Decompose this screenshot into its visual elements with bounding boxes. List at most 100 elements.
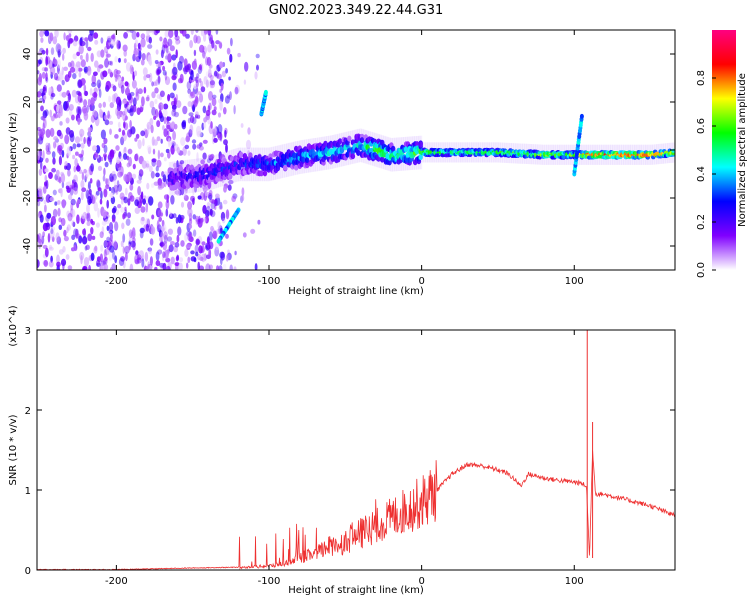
ridge-halo — [386, 136, 390, 171]
noise-cell — [175, 39, 180, 46]
noise-cell — [193, 34, 198, 44]
noise-cell — [114, 73, 118, 83]
noise-cell — [50, 255, 53, 263]
ridge-cell — [301, 156, 306, 163]
noise-cell — [214, 70, 218, 77]
noise-cell — [167, 94, 171, 102]
noise-cell — [129, 183, 134, 191]
noise-cell — [135, 91, 140, 101]
noise-cell — [41, 71, 46, 79]
noise-cell — [129, 64, 134, 75]
noise-cell — [152, 148, 156, 155]
noise-cell — [135, 133, 140, 139]
noise-cell — [128, 229, 133, 239]
ridge-cell — [292, 152, 297, 159]
noise-cell — [163, 194, 170, 200]
noise-cell — [67, 169, 71, 177]
noise-cell — [202, 105, 207, 114]
noise-cell — [222, 217, 226, 224]
noise-cell — [175, 49, 178, 59]
noise-cell — [99, 198, 103, 205]
noise-cell — [145, 163, 150, 168]
noise-cell — [46, 150, 52, 155]
noise-cell — [109, 267, 113, 270]
transient-cell — [263, 89, 268, 95]
ridge-halo — [397, 137, 401, 171]
noise-cell — [223, 107, 227, 115]
noise-cell — [159, 90, 165, 98]
transient-cell — [579, 113, 584, 119]
noise-cell — [56, 84, 62, 92]
noise-cell — [206, 205, 211, 216]
noise-cell — [187, 256, 191, 263]
noise-cell — [83, 99, 88, 107]
noise-cell — [167, 53, 172, 63]
noise-cell — [211, 40, 215, 49]
noise-cell — [168, 213, 174, 220]
noise-cell — [108, 186, 112, 192]
noise-cell — [208, 264, 213, 270]
noise-cell — [211, 97, 217, 107]
noise-cell — [190, 250, 195, 255]
noise-cell — [80, 191, 84, 201]
noise-cell — [188, 112, 194, 117]
noise-cell — [64, 161, 68, 167]
noise-cell — [109, 245, 115, 253]
noise-cell — [220, 211, 226, 222]
noise-cell — [98, 82, 101, 92]
noise-cell — [114, 255, 118, 264]
noise-cell — [68, 194, 73, 201]
noise-cell — [51, 236, 55, 243]
noise-cell — [167, 228, 173, 235]
noise-cell — [44, 204, 47, 213]
noise-cell — [176, 146, 180, 154]
noise-cell — [129, 263, 134, 270]
noise-cell — [208, 194, 213, 200]
noise-cell — [100, 190, 103, 200]
noise-cell — [255, 53, 260, 59]
x-tick-label: -200 — [105, 276, 128, 287]
noise-cell — [190, 70, 194, 81]
noise-cell — [209, 208, 213, 216]
noise-cell — [172, 130, 177, 141]
noise-cell — [153, 181, 159, 186]
noise-cell — [147, 247, 153, 252]
noise-cell — [61, 91, 67, 98]
noise-cell — [51, 167, 56, 173]
noise-cell — [195, 86, 199, 97]
noise-cell — [59, 91, 63, 97]
noise-cell — [52, 58, 58, 67]
ridge-cell — [380, 156, 385, 163]
noise-cell — [151, 106, 157, 116]
ridge-cell — [403, 146, 409, 153]
noise-cell — [199, 142, 203, 147]
noise-cell — [72, 143, 77, 150]
noise-cell — [163, 128, 168, 138]
noise-cell — [101, 142, 106, 149]
noise-cell — [171, 109, 177, 117]
ridge-cell — [561, 155, 566, 159]
noise-cell — [116, 109, 121, 120]
noise-cell — [226, 47, 231, 55]
noise-cell — [42, 115, 46, 122]
noise-cell — [223, 139, 228, 146]
noise-cell — [49, 229, 55, 239]
noise-cell — [166, 130, 170, 136]
noise-cell — [228, 76, 231, 81]
noise-cell — [45, 76, 49, 83]
noise-cell — [103, 114, 108, 121]
noise-cell — [241, 194, 245, 202]
noise-cell — [48, 244, 53, 250]
noise-cell — [61, 181, 65, 189]
y-tick-label: 20 — [22, 96, 33, 109]
noise-cell — [173, 143, 179, 152]
noise-cell — [174, 262, 180, 267]
noise-cell — [163, 116, 167, 125]
noise-cell — [61, 149, 65, 158]
noise-cell — [96, 259, 101, 266]
noise-cell — [147, 263, 153, 270]
noise-cell — [109, 149, 115, 158]
noise-cell — [127, 148, 133, 155]
noise-cell — [128, 156, 133, 167]
